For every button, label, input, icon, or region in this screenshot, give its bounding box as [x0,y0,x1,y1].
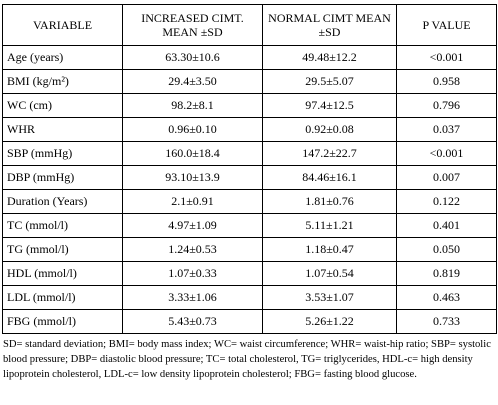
increased-cimt-cell: 29.4±3.50 [122,69,263,94]
normal-cimt-cell: 97.4±12.5 [262,93,397,118]
p-value-cell: 0.037 [396,117,497,142]
p-value-cell: 0.958 [396,69,497,94]
table-header-row: VARIABLE INCREASED CIMT. MEAN ±SD NORMAL… [2,4,497,46]
table-row: SBP (mmHg) 160.0±18.4 147.2±22.7 <0.001 [2,141,497,166]
table-row: DBP (mmHg) 93.10±13.9 84.46±16.1 0.007 [2,165,497,190]
p-value-cell: <0.001 [396,45,497,70]
increased-cimt-cell: 3.33±1.06 [122,285,263,310]
table-row: WC (cm) 98.2±8.1 97.4±12.5 0.796 [2,93,497,118]
increased-cimt-cell: 63.30±10.6 [122,45,263,70]
p-value-cell: 0.050 [396,237,497,262]
table-row: BMI (kg/m²) 29.4±3.50 29.5±5.07 0.958 [2,69,497,94]
normal-cimt-cell: 5.26±1.22 [262,309,397,334]
variable-cell: Age (years) [2,45,123,70]
table-row: TC (mmol/l) 4.97±1.09 5.11±1.21 0.401 [2,213,497,238]
header-increased-cimt: INCREASED CIMT. MEAN ±SD [122,4,263,46]
increased-cimt-cell: 93.10±13.9 [122,165,263,190]
increased-cimt-cell: 160.0±18.4 [122,141,263,166]
p-value-cell: 0.401 [396,213,497,238]
increased-cimt-cell: 5.43±0.73 [122,309,263,334]
p-value-cell: 0.122 [396,189,497,214]
table-row: WHR 0.96±0.10 0.92±0.08 0.037 [2,117,497,142]
variable-cell: FBG (mmol/l) [2,309,123,334]
p-value-cell: 0.007 [396,165,497,190]
normal-cimt-cell: 1.07±0.54 [262,261,397,286]
increased-cimt-cell: 1.24±0.53 [122,237,263,262]
table-row: FBG (mmol/l) 5.43±0.73 5.26±1.22 0.733 [2,309,497,334]
data-table: VARIABLE INCREASED CIMT. MEAN ±SD NORMAL… [2,4,497,334]
variable-cell: SBP (mmHg) [2,141,123,166]
variable-cell: BMI (kg/m²) [2,69,123,94]
normal-cimt-cell: 3.53±1.07 [262,285,397,310]
normal-cimt-cell: 49.48±12.2 [262,45,397,70]
increased-cimt-cell: 1.07±0.33 [122,261,263,286]
variable-cell: WC (cm) [2,93,123,118]
normal-cimt-cell: 1.18±0.47 [262,237,397,262]
increased-cimt-cell: 0.96±0.10 [122,117,263,142]
footnote: SD= standard deviation; BMI= body mass i… [3,339,491,380]
table-row: TG (mmol/l) 1.24±0.53 1.18±0.47 0.050 [2,237,497,262]
normal-cimt-cell: 29.5±5.07 [262,69,397,94]
p-value-cell: 0.733 [396,309,497,334]
normal-cimt-cell: 0.92±0.08 [262,117,397,142]
p-value-cell: <0.001 [396,141,497,166]
p-value-cell: 0.463 [396,285,497,310]
normal-cimt-cell: 1.81±0.76 [262,189,397,214]
header-variable: VARIABLE [2,4,123,46]
table-body: Age (years) 63.30±10.6 49.48±12.2 <0.001 BMI… [2,45,497,334]
header-p-value: P VALUE [396,4,497,46]
table-row: HDL (mmol/l) 1.07±0.33 1.07±0.54 0.819 [2,261,497,286]
variable-cell: DBP (mmHg) [2,165,123,190]
increased-cimt-cell: 98.2±8.1 [122,93,263,118]
p-value-cell: 0.819 [396,261,497,286]
variable-cell: LDL (mmol/l) [2,285,123,310]
variable-cell: Duration (Years) [2,189,123,214]
normal-cimt-cell: 147.2±22.7 [262,141,397,166]
table-row: Age (years) 63.30±10.6 49.48±12.2 <0.001 [2,45,497,70]
normal-cimt-cell: 5.11±1.21 [262,213,397,238]
variable-cell: HDL (mmol/l) [2,261,123,286]
variable-cell: TG (mmol/l) [2,237,123,262]
increased-cimt-cell: 4.97±1.09 [122,213,263,238]
table-row: Duration (Years) 2.1±0.91 1.81±0.76 0.122 [2,189,497,214]
increased-cimt-cell: 2.1±0.91 [122,189,263,214]
variable-cell: TC (mmol/l) [2,213,123,238]
table-row: LDL (mmol/l) 3.33±1.06 3.53±1.07 0.463 [2,285,497,310]
variable-cell: WHR [2,117,123,142]
header-normal-cimt: NORMAL CIMT MEAN ±SD [262,4,397,46]
p-value-cell: 0.796 [396,93,497,118]
normal-cimt-cell: 84.46±16.1 [262,165,397,190]
